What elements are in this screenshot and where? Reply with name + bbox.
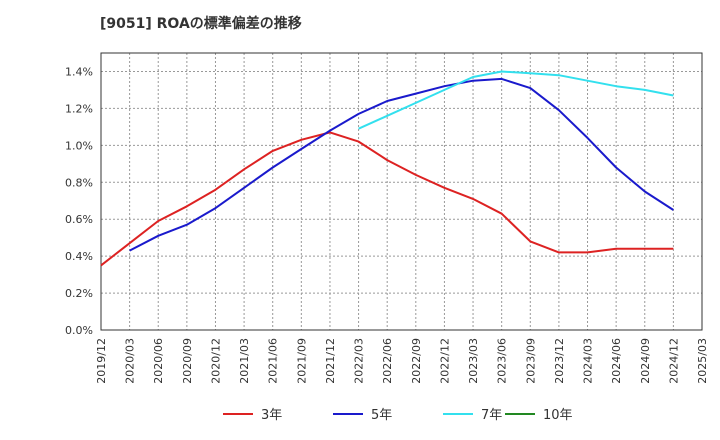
- y-tick-label: 0.0%: [65, 324, 93, 337]
- plot-area: [101, 53, 702, 330]
- x-tick-label: 2023/09: [524, 338, 537, 384]
- legend-label-0: 3年: [261, 408, 282, 423]
- x-tick-label: 2019/12: [95, 338, 108, 384]
- x-tick-label: 2023/12: [553, 338, 566, 384]
- series-line-1: [129, 77, 674, 252]
- x-tick-label: 2022/06: [381, 338, 394, 384]
- x-tick-label: 2024/12: [667, 338, 680, 384]
- x-tick-label: 2023/03: [467, 338, 480, 384]
- x-tick-label: 2020/03: [124, 338, 137, 384]
- series-line-2: [358, 70, 674, 130]
- x-tick-label: 2020/12: [209, 338, 222, 384]
- x-tick-label: 2021/03: [238, 338, 251, 384]
- legend-label-3: 10年: [543, 408, 573, 423]
- x-tick-label: 2022/09: [410, 338, 423, 384]
- x-tick-label: 2024/03: [582, 338, 595, 384]
- legend-label-1: 5年: [371, 408, 392, 423]
- x-tick-label: 2022/12: [438, 338, 451, 384]
- y-tick-label: 1.2%: [65, 102, 93, 115]
- x-tick-label: 2025/03: [696, 338, 709, 384]
- x-tick-label: 2024/06: [610, 338, 623, 384]
- x-tick-label: 2021/06: [267, 338, 280, 384]
- x-tick-label: 2023/06: [496, 338, 509, 384]
- x-tick-label: 2022/03: [353, 338, 366, 384]
- chart-title: [9051] ROAの標準偏差の推移: [100, 16, 302, 32]
- legend-label-2: 7年: [481, 408, 502, 423]
- x-tick-label: 2020/06: [152, 338, 165, 384]
- x-tick-label: 2020/09: [181, 338, 194, 384]
- y-tick-label: 0.4%: [65, 250, 93, 263]
- x-tick-label: 2021/12: [324, 338, 337, 384]
- y-tick-label: 0.2%: [65, 287, 93, 300]
- y-tick-label: 1.4%: [65, 65, 93, 78]
- y-tick-label: 0.8%: [65, 176, 93, 189]
- y-tick-label: 0.6%: [65, 213, 93, 226]
- x-tick-label: 2021/09: [295, 338, 308, 384]
- series-line-0: [100, 131, 674, 267]
- x-tick-label: 2024/09: [639, 338, 652, 384]
- plot-border: [100, 52, 703, 331]
- y-tick-label: 1.0%: [65, 139, 93, 152]
